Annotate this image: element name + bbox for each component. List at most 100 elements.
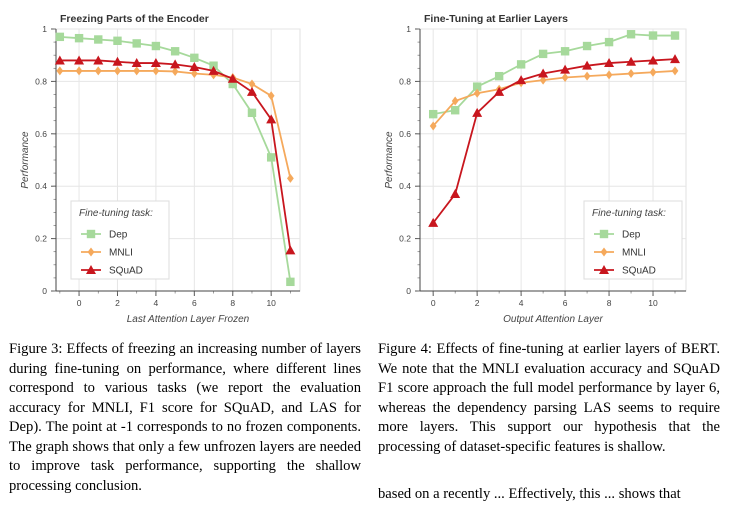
data-point-squad — [428, 217, 439, 227]
figure-3-caption: Figure 3: Effects of freezing an increas… — [9, 341, 361, 494]
data-point-squad — [582, 60, 593, 70]
legend-marker-mnli — [600, 247, 608, 257]
data-point-squad — [131, 58, 142, 68]
x-tick-label: 0 — [77, 298, 82, 308]
x-tick-label: 6 — [192, 298, 197, 308]
data-point-mnli — [473, 88, 481, 98]
series-line-squad — [432, 58, 676, 224]
data-point-squad — [189, 61, 200, 71]
chart-title: Fine-Tuning at Earlier Layers — [424, 13, 568, 25]
legend-label-mnli: MNLI — [622, 248, 646, 259]
data-point-dep — [266, 153, 276, 162]
legend-title: Fine-tuning task: — [592, 208, 666, 219]
data-point-squad — [150, 58, 161, 68]
data-point-dep — [582, 41, 592, 51]
data-point-dep — [74, 33, 84, 43]
data-point-squad — [208, 65, 219, 75]
legend-label-mnli: MNLI — [109, 248, 133, 259]
x-tick-label: 10 — [648, 298, 658, 308]
y-tick-label: 1 — [42, 24, 47, 34]
legend-title: Fine-tuning task: — [79, 208, 153, 219]
series-squad — [428, 54, 681, 227]
legend-label-squad: SQuAD — [109, 266, 143, 277]
chart-title: Freezing Parts of the Encoder — [60, 13, 209, 25]
x-tick-label: 2 — [475, 298, 480, 308]
x-axis-label: Last Attention Layer Frozen — [127, 314, 250, 325]
x-tick-label: 0 — [431, 298, 436, 308]
legend-label-squad: SQuAD — [622, 266, 656, 277]
y-tick-label: 0.2 — [399, 234, 411, 244]
y-tick-label: 0.4 — [399, 181, 411, 191]
data-point-dep — [247, 108, 257, 118]
y-axis-label: Performance — [384, 131, 395, 189]
legend-marker-squad — [599, 265, 609, 274]
y-axis-label: Performance — [20, 131, 31, 189]
data-point-squad — [170, 59, 181, 69]
legend-box — [583, 200, 683, 280]
data-point-dep — [228, 79, 237, 89]
data-point-squad — [285, 245, 296, 255]
legend-marker-squad — [86, 265, 96, 274]
data-point-dep — [626, 30, 636, 39]
legend-label-dep: Dep — [622, 230, 641, 241]
data-point-squad — [670, 54, 681, 64]
data-point-squad — [494, 86, 505, 96]
data-point-squad — [112, 56, 123, 66]
data-point-mnli — [152, 66, 160, 76]
series-dep — [55, 32, 295, 287]
series-squad — [54, 55, 296, 255]
data-point-dep — [170, 47, 180, 56]
y-tick-label: 0 — [42, 286, 47, 296]
series-line-mnli — [432, 70, 676, 127]
data-point-dep — [428, 109, 438, 119]
data-point-mnli — [190, 69, 198, 79]
legend: Fine-tuning task: Dep MNLI SQuAD — [70, 200, 170, 280]
data-point-squad — [74, 55, 85, 65]
data-point-dep — [113, 36, 122, 45]
data-point-squad — [54, 55, 65, 65]
data-point-squad — [626, 56, 637, 66]
data-point-squad — [246, 86, 257, 96]
y-tick-label: 1 — [406, 24, 411, 34]
data-point-dep — [286, 277, 295, 287]
x-axis-label: Output Attention Layer — [503, 314, 603, 325]
y-tick-label: 0.4 — [35, 181, 47, 191]
y-tick-label: 0.8 — [399, 76, 411, 86]
data-point-squad — [604, 58, 615, 68]
data-point-dep — [190, 53, 199, 63]
data-point-mnli — [286, 173, 294, 183]
x-tick-label: 2 — [115, 298, 120, 308]
data-point-squad — [227, 73, 238, 83]
data-point-mnli — [94, 66, 102, 76]
x-tick-label: 8 — [607, 298, 612, 308]
data-point-squad — [560, 64, 571, 74]
data-point-mnli — [56, 66, 64, 76]
data-point-squad — [266, 114, 277, 124]
x-tick-label: 6 — [563, 298, 568, 308]
data-point-dep — [450, 106, 460, 115]
y-tick-label: 0.6 — [399, 129, 411, 139]
data-point-dep — [151, 41, 161, 51]
data-point-mnli — [451, 96, 459, 106]
data-point-dep — [560, 47, 570, 56]
x-tick-label: 4 — [154, 298, 159, 308]
data-point-dep — [472, 82, 482, 91]
data-point-mnli — [114, 66, 121, 76]
data-point-dep — [516, 60, 526, 69]
data-point-mnli — [605, 70, 613, 80]
data-point-squad — [93, 55, 104, 65]
data-point-dep — [648, 31, 658, 40]
body-text-fragment: based on a recently ... Effectively, thi… — [378, 486, 681, 502]
data-point-squad — [450, 189, 461, 199]
figure-4-caption: Figure 4: Effects of fine-tuning at earl… — [378, 341, 720, 455]
y-tick-label: 0 — [406, 286, 411, 296]
legend: Fine-tuning task: Dep MNLI SQuAD — [583, 200, 683, 280]
legend-marker-mnli — [87, 247, 95, 257]
data-point-dep — [538, 49, 548, 59]
data-point-mnli — [171, 66, 179, 76]
x-tick-label: 8 — [230, 298, 235, 308]
data-point-dep — [209, 61, 218, 70]
data-point-squad — [648, 55, 659, 65]
data-point-mnli — [649, 67, 657, 77]
